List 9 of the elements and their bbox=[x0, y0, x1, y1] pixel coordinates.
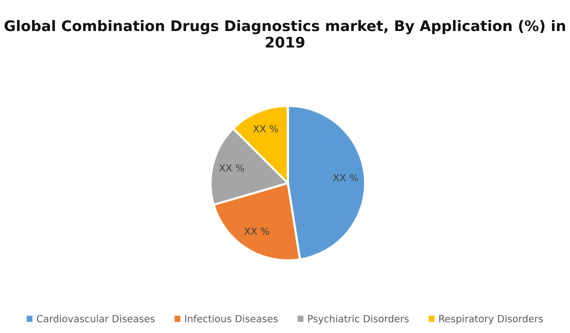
legend-label: Respiratory Disorders bbox=[439, 314, 543, 324]
legend-label: Cardiovascular Diseases bbox=[36, 314, 155, 322]
legend-label: Psychiatric Disorders bbox=[308, 314, 409, 324]
legend-label: Infectious Diseases bbox=[185, 314, 278, 322]
data-label: XX % bbox=[333, 174, 358, 182]
chart-title: Global Combination Drugs Diagnostics market, By Application (%) in 2019 bbox=[4, 20, 566, 48]
data-label: XX % bbox=[253, 125, 278, 132]
data-label: XX % bbox=[219, 164, 244, 172]
data-label: XX % bbox=[244, 228, 270, 235]
